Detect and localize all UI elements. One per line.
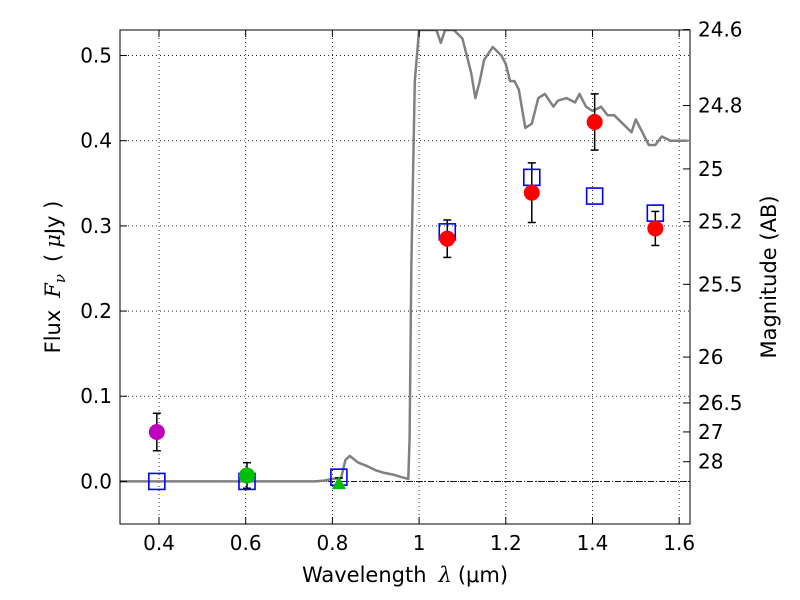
x-tick-label: 1.2 [490, 531, 522, 555]
right-tick-label: 24.8 [698, 94, 743, 118]
y-tick-label: 0.0 [80, 469, 112, 493]
x-tick-label: 1.4 [577, 531, 609, 555]
y-tick-label: 0.3 [80, 214, 112, 238]
x-tick-label: 0.8 [316, 531, 348, 555]
y-axis-label-mu: μ [41, 234, 65, 248]
y-axis-label-subscript: ν [51, 274, 69, 283]
y-axis-label: Flux Fν ( μJy ) [41, 201, 69, 354]
x-tick-label: 1 [413, 531, 426, 555]
plot-frame [119, 29, 691, 525]
x-tick-label: 1.6 [663, 531, 695, 555]
y-axis-label-paren: ( [41, 254, 65, 262]
x-axis-label: Wavelength λ (μm) [302, 563, 508, 587]
y-tick-label: 0.5 [80, 44, 112, 68]
data-point-circle [439, 230, 456, 247]
data-point-circle [523, 184, 540, 201]
data-point-circle [148, 424, 165, 441]
model-point-square [148, 472, 166, 491]
x-tick-label: 0.4 [143, 531, 175, 555]
x-tick-label: 0.6 [230, 531, 262, 555]
right-tick-label: 25 [698, 157, 723, 181]
marker-layer [148, 113, 665, 491]
x-axis-label-symbol: λ [438, 563, 452, 587]
right-axis-label: Magnitude (AB) [757, 195, 781, 358]
model-sed-layer [120, 30, 688, 483]
y-axis-label-text: Flux [41, 310, 65, 354]
x-axis-label-text: Wavelength [302, 563, 427, 587]
data-point-triangle [331, 476, 346, 490]
right-tick-label: 25.5 [698, 272, 743, 296]
grid [120, 30, 690, 524]
x-axis-label-unit: (μm) [458, 563, 508, 587]
y-tick-label: 0.4 [80, 129, 112, 153]
right-tick-label: 25.2 [698, 210, 743, 234]
y-axis-label-unit: Jy ) [41, 201, 65, 237]
y-tick-label: 0.1 [80, 384, 112, 408]
model-point-square [585, 187, 604, 205]
y-axis-label-symbol: F [41, 282, 65, 299]
tick-layer: 0.4 0.6 0.8 1 1.2 1.4 1.6 0.0 0.1 0.2 0.3 0.4 0.5 24.… [80, 18, 742, 555]
right-tick-label: 24.6 [698, 18, 743, 42]
data-point-circle [239, 467, 256, 484]
data-point-circle [586, 113, 603, 130]
right-tick-label: 26.5 [698, 391, 743, 415]
right-tick-label: 26 [698, 345, 723, 369]
data-point-circle [647, 220, 664, 237]
model-sed-line [120, 30, 688, 483]
right-tick-label: 28 [698, 450, 723, 474]
right-tick-label: 27 [698, 420, 723, 444]
y-tick-label: 0.2 [80, 299, 112, 323]
